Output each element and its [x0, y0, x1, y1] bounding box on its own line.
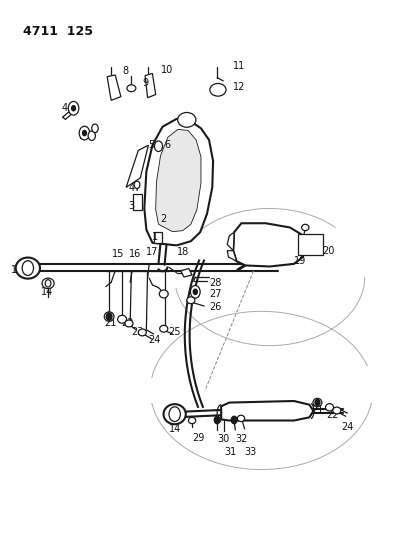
Circle shape — [106, 313, 112, 320]
Text: 3: 3 — [128, 201, 134, 211]
Circle shape — [88, 131, 95, 140]
Ellipse shape — [159, 290, 168, 298]
Text: 15: 15 — [112, 249, 124, 260]
Text: 27: 27 — [209, 289, 221, 300]
Ellipse shape — [312, 398, 321, 407]
Ellipse shape — [163, 404, 185, 424]
Circle shape — [314, 399, 319, 406]
Text: 18: 18 — [176, 247, 189, 257]
Ellipse shape — [177, 112, 196, 127]
Text: 13: 13 — [11, 265, 23, 275]
Polygon shape — [227, 232, 234, 251]
Text: 11: 11 — [233, 61, 245, 71]
Ellipse shape — [188, 417, 195, 424]
Polygon shape — [107, 75, 121, 100]
Text: 26: 26 — [209, 302, 221, 312]
Circle shape — [154, 141, 162, 151]
Circle shape — [214, 416, 219, 424]
Ellipse shape — [138, 329, 146, 336]
Text: 4: 4 — [61, 103, 67, 114]
Text: 22: 22 — [121, 318, 133, 328]
Polygon shape — [220, 401, 312, 421]
Text: 24: 24 — [148, 335, 160, 345]
Polygon shape — [233, 223, 305, 266]
Circle shape — [231, 416, 236, 424]
Ellipse shape — [209, 84, 225, 96]
Ellipse shape — [325, 403, 333, 411]
Polygon shape — [155, 130, 200, 232]
Text: 33: 33 — [244, 447, 256, 457]
Ellipse shape — [117, 316, 126, 323]
Text: 2: 2 — [160, 214, 166, 224]
Text: 19: 19 — [293, 256, 306, 266]
Polygon shape — [145, 74, 155, 98]
Text: 16: 16 — [129, 249, 141, 260]
Ellipse shape — [104, 312, 114, 321]
Ellipse shape — [16, 257, 40, 279]
Ellipse shape — [42, 278, 54, 289]
Circle shape — [169, 407, 180, 422]
Ellipse shape — [187, 297, 194, 304]
Text: 28: 28 — [209, 278, 221, 288]
Text: 24: 24 — [341, 422, 353, 432]
Polygon shape — [297, 234, 322, 255]
Circle shape — [193, 289, 197, 294]
Polygon shape — [154, 232, 161, 243]
Text: 23: 23 — [131, 327, 144, 337]
Polygon shape — [126, 145, 148, 188]
Circle shape — [92, 124, 98, 133]
Circle shape — [79, 126, 90, 140]
Text: 17: 17 — [146, 247, 158, 257]
Ellipse shape — [332, 407, 340, 414]
Ellipse shape — [237, 415, 244, 422]
Text: 20: 20 — [321, 246, 334, 256]
Text: 4: 4 — [128, 183, 134, 193]
Text: 6: 6 — [92, 125, 98, 135]
Text: 31: 31 — [224, 447, 236, 457]
Text: 8: 8 — [122, 66, 128, 76]
Ellipse shape — [301, 224, 308, 231]
Ellipse shape — [125, 320, 133, 327]
Text: 14: 14 — [168, 424, 180, 434]
Text: 1: 1 — [152, 232, 158, 243]
Circle shape — [190, 286, 200, 298]
Polygon shape — [227, 251, 236, 261]
Text: 22: 22 — [326, 410, 338, 420]
Text: 4711  125: 4711 125 — [23, 25, 93, 38]
Text: 32: 32 — [235, 434, 247, 444]
Text: 9: 9 — [142, 78, 148, 88]
Ellipse shape — [127, 85, 135, 92]
Text: 12: 12 — [233, 82, 245, 92]
Text: 29: 29 — [191, 433, 204, 443]
Circle shape — [134, 181, 139, 189]
Circle shape — [45, 280, 51, 287]
Circle shape — [71, 106, 75, 111]
Text: 10: 10 — [160, 65, 172, 75]
Text: 7: 7 — [77, 131, 84, 141]
Text: 5: 5 — [148, 140, 154, 150]
Text: 25: 25 — [168, 327, 181, 337]
Polygon shape — [180, 269, 191, 277]
Polygon shape — [301, 235, 308, 257]
Text: 21: 21 — [104, 318, 117, 328]
Polygon shape — [144, 119, 213, 245]
Text: 14: 14 — [41, 287, 53, 297]
Circle shape — [68, 101, 79, 115]
Circle shape — [22, 261, 34, 276]
Ellipse shape — [160, 325, 167, 332]
Circle shape — [82, 131, 86, 136]
Polygon shape — [133, 193, 142, 209]
Text: 21: 21 — [310, 405, 323, 415]
Text: 30: 30 — [217, 434, 229, 444]
Text: 6: 6 — [164, 140, 170, 150]
